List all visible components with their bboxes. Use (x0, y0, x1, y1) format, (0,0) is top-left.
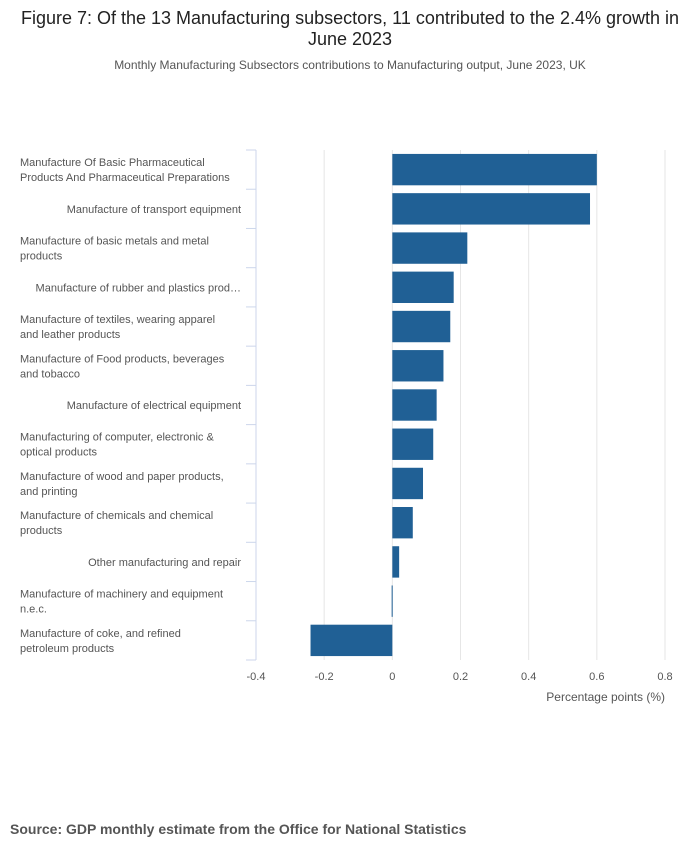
category-label: Other manufacturing and repair (88, 557, 241, 569)
bar (392, 507, 413, 539)
x-tick-label: 0 (389, 671, 395, 683)
bar (392, 546, 400, 578)
category-label: Manufacture of textiles, wearing apparel… (20, 314, 215, 341)
bar-chart: Manufacture Of Basic Pharmaceutical Produ… (20, 149, 673, 704)
bar (391, 585, 393, 617)
x-tick-label: 0.2 (453, 671, 468, 683)
category-label: Manufacture of Food products, beverages a… (20, 353, 225, 380)
category-label: Manufacture of wood and paper products, a… (20, 471, 224, 498)
bar (392, 310, 451, 343)
x-tick-label: -0.4 (247, 671, 266, 683)
x-tick-label: 0.4 (521, 671, 536, 683)
category-label: Manufacture of coke, and refined petroleu… (20, 628, 181, 655)
bar (392, 271, 454, 303)
x-axis-title: Percentage points (%) (546, 690, 665, 704)
x-tick-label: 0.8 (657, 671, 672, 683)
category-label: Manufacture of machinery and equipment n.… (20, 589, 223, 616)
source-note: Source: GDP monthly estimate from the Of… (10, 821, 467, 837)
bar (392, 389, 437, 421)
bar (392, 467, 424, 500)
bar (392, 232, 468, 264)
category-label: Manufacture of electrical equipment (67, 400, 241, 412)
bar (310, 624, 393, 657)
category-label: Manufacture of basic metals and metal pro… (20, 236, 209, 263)
category-label: Manufacturing of computer, electronic & o… (20, 432, 214, 459)
category-label: Manufacture of rubber and plastics prod… (36, 282, 241, 294)
category-label: Manufacture of transport equipment (67, 204, 241, 216)
bar (392, 193, 591, 225)
bar (392, 428, 434, 460)
category-label: Manufacture of chemicals and chemical pro… (20, 510, 213, 537)
bar (392, 350, 444, 382)
chart-title: Figure 7: Of the 13 Manufacturing subsec… (20, 8, 680, 49)
x-tick-label: 0.6 (589, 671, 604, 683)
x-tick-label: -0.2 (315, 671, 334, 683)
chart-subtitle: Monthly Manufacturing Subsectors contrib… (114, 58, 586, 72)
category-label: Manufacture Of Basic Pharmaceutical Produ… (20, 157, 230, 184)
bar (392, 153, 597, 186)
